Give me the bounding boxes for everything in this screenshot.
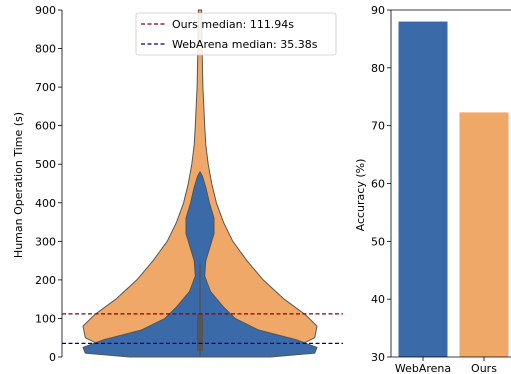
bar-webarena (398, 21, 448, 358)
violin-shapes (82, 9, 318, 358)
bar-ytick-label: 50 (371, 235, 385, 248)
violin-inner-box (197, 264, 203, 357)
legend-label: WebArena median: 35.38s (172, 38, 318, 51)
violin-ylabel: Human Operation Time (s) (12, 112, 25, 258)
violin-ytick-label: 600 (35, 120, 56, 133)
violin-ytick-label: 300 (35, 235, 56, 248)
bar-x-axis-ticks: WebArena Ours (395, 357, 497, 374)
violin-ytick-label: 800 (35, 43, 56, 56)
violin-ytick-label: 200 (35, 274, 56, 287)
bar-ytick-label: 70 (371, 120, 385, 133)
legend-label: Ours median: 111.94s (172, 18, 294, 31)
violin-ytick-label: 500 (35, 158, 56, 171)
violin-ytick-label: 0 (49, 351, 56, 364)
bar-marks (398, 21, 509, 358)
bar-ytick-label: 90 (371, 4, 385, 17)
violin-ytick-label: 400 (35, 197, 56, 210)
legend-box (135, 12, 337, 56)
bar-ytick-label: 40 (371, 293, 385, 306)
violin-iqr-box (197, 314, 203, 352)
bar-xtick-label: WebArena (395, 362, 451, 374)
bar-xtick-label: Ours (471, 362, 497, 374)
bar-ytick-label: 80 (371, 62, 385, 75)
violin-webarena (82, 170, 318, 358)
bar-ylabel: Accuracy (%) (354, 159, 367, 232)
bar-ytick-label: 60 (371, 178, 385, 191)
bar-chart: Accuracy (%) 30 40 50 60 70 80 90 WebArena Ours (354, 4, 511, 374)
violin-ytick-label: 700 (35, 81, 56, 94)
violin-ytick-label: 100 (35, 312, 56, 325)
violin-chart: Human Operation Time (s) 0 100 200 300 400 50… (12, 4, 343, 364)
violin-ytick-label: 900 (35, 4, 56, 17)
bar-ours (459, 112, 509, 358)
violin-y-axis-ticks: 0 100 200 300 400 500 600 700 800 900 (35, 4, 62, 364)
bar-y-axis-ticks: 30 40 50 60 70 80 90 (371, 4, 391, 364)
bar-ytick-label: 30 (371, 351, 385, 364)
legend: Ours median: 111.94s WebArena median: 35.… (135, 12, 337, 56)
median-reference-lines (62, 313, 343, 345)
